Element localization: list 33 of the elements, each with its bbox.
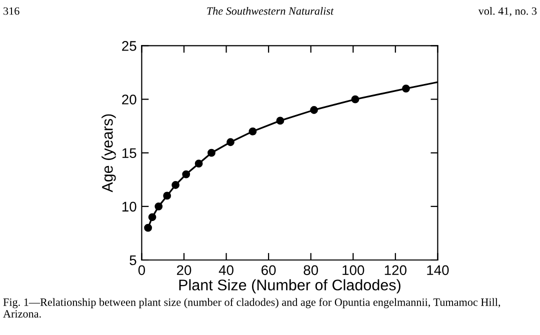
x-tick-label: 140 xyxy=(427,265,449,276)
y-axis-title: Age (years) xyxy=(102,114,116,192)
text: vol. 41, no. 3 xyxy=(478,6,537,16)
point xyxy=(144,224,152,232)
text: 316 xyxy=(4,7,20,15)
x-tick-label: 40 xyxy=(218,265,234,276)
x-tick-label: 20 xyxy=(176,265,192,276)
point xyxy=(226,138,234,146)
point xyxy=(276,116,284,125)
point xyxy=(402,84,410,93)
text: The Southwestern Naturalist xyxy=(207,6,334,15)
caption: Fig. 1—Relationship between plant size (number of cladodes) and age for Opuntia engelmannii, Tumamoc Hill, Arizona. xyxy=(3,298,500,318)
x-tick-label: 100 xyxy=(342,265,364,276)
y-tick-label: 5 xyxy=(130,255,136,266)
point xyxy=(163,192,172,200)
point xyxy=(148,213,156,222)
x-tick-label: 60 xyxy=(262,265,276,276)
y-tick-label: 20 xyxy=(122,94,136,104)
x-tick-label: 0 xyxy=(138,265,146,276)
x-tick-label: 80 xyxy=(304,265,318,276)
point xyxy=(182,170,190,178)
point xyxy=(310,106,318,114)
point xyxy=(248,127,257,136)
point xyxy=(194,160,203,168)
y-tick-label: 25 xyxy=(122,41,136,51)
y-tick-label: 10 xyxy=(122,202,136,212)
point xyxy=(208,148,216,157)
x-tick-label: 120 xyxy=(384,265,406,276)
point xyxy=(172,181,180,189)
y-tick-label: 15 xyxy=(122,148,136,158)
x-axis-title: Plant Size (Number of Cladodes) xyxy=(179,279,400,294)
point xyxy=(351,95,360,104)
point xyxy=(154,202,163,210)
